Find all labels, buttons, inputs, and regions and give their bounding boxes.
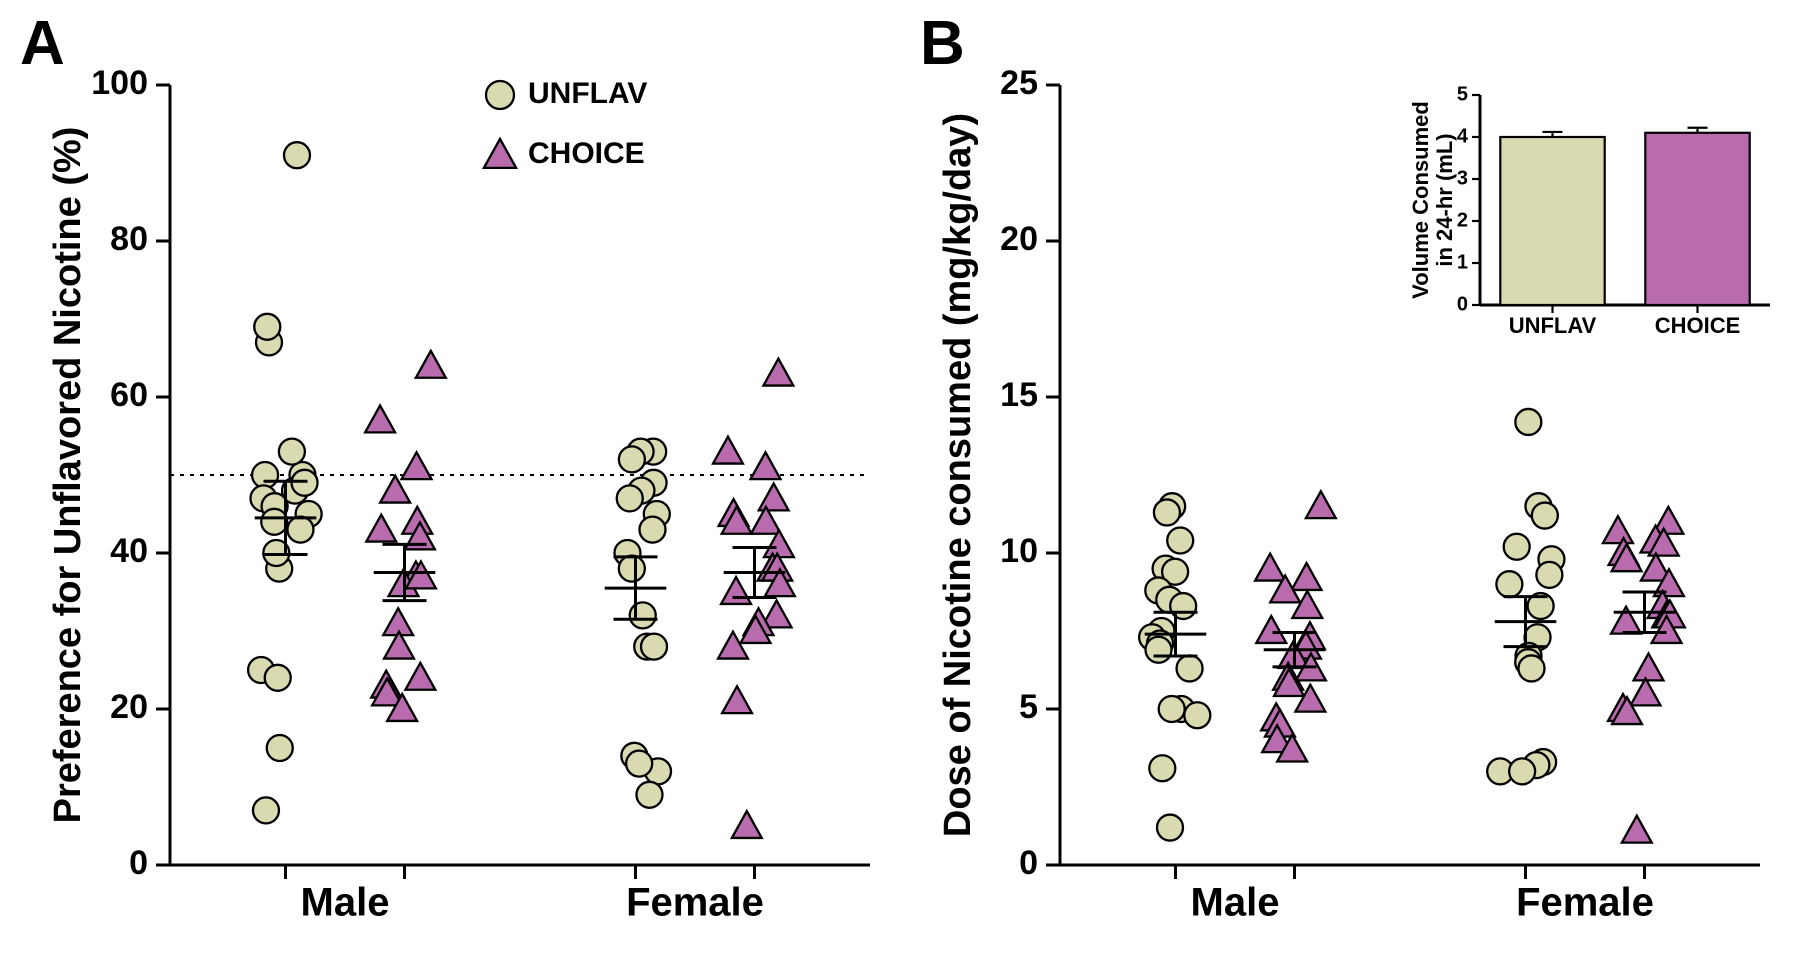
svg-text:1: 1 [1457,251,1468,273]
svg-text:40: 40 [110,532,148,570]
panel-b-chart: 0510152025Dose of Nicotine consumed (mg/… [900,0,1800,968]
svg-text:Preference for Unflavored Nico: Preference for Unflavored Nicotine (%) [47,127,89,824]
svg-text:25: 25 [1000,64,1038,102]
panel-a-chart: 0 20 40 60 80 100Preference for Unflavored Ni… [0,0,900,968]
svg-text:Male: Male [1191,881,1280,925]
svg-text:2: 2 [1457,209,1468,231]
svg-text:0: 0 [1457,293,1468,315]
svg-text:Dose of Nicotine consumed (mg/: Dose of Nicotine consumed (mg/kg/day) [937,113,979,837]
svg-text:100: 100 [91,64,148,102]
svg-text:Volume Consumedin 24-hr (mL): Volume Consumedin 24-hr (mL) [1408,101,1457,299]
svg-text:UNFLAV: UNFLAV [528,77,647,110]
svg-text:4: 4 [1457,125,1469,147]
svg-text:3: 3 [1457,167,1468,189]
svg-text:UNFLAV: UNFLAV [1509,313,1597,338]
svg-text:80: 80 [110,220,148,258]
svg-text:10: 10 [1000,532,1038,570]
svg-text:0: 0 [1019,844,1038,882]
svg-text:15: 15 [1000,376,1038,414]
svg-text:Female: Female [626,881,764,925]
svg-text:CHOICE: CHOICE [1655,313,1741,338]
svg-text:60: 60 [110,376,148,414]
svg-text:5: 5 [1457,83,1468,105]
svg-text:5: 5 [1019,688,1038,726]
svg-text:20: 20 [1000,220,1038,258]
svg-text:0: 0 [129,844,148,882]
figure-root: A B 020406080100Preference for Unflavore… [0,0,1800,968]
svg-text:20: 20 [110,688,148,726]
svg-text:CHOICE: CHOICE [528,137,645,170]
svg-text:Male: Male [301,881,390,925]
svg-text:Female: Female [1516,881,1654,925]
